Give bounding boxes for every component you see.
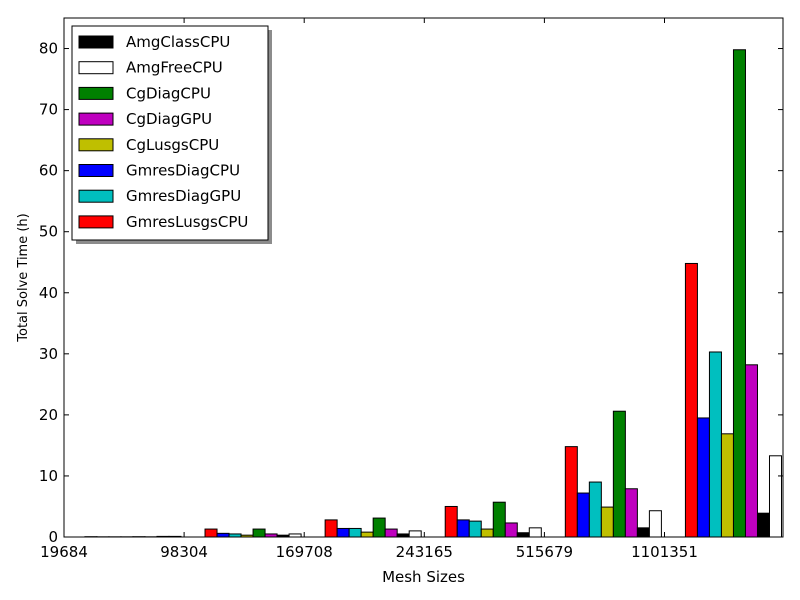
bar-GmresLusgsCPU-243165	[444, 505, 458, 538]
bar-CgDiagCPU-243165	[492, 501, 506, 538]
bar-GmresDiagGPU-243165	[468, 520, 482, 538]
legend: AmgClassCPU AmgFreeCPU CgDiagCPU CgDiagGPU C…	[71, 25, 272, 244]
y-tick-label: 40	[39, 284, 58, 302]
bar-GmresDiagCPU-515679	[576, 492, 590, 538]
y-tick-label: 10	[39, 467, 58, 485]
bar-GmresDiagGPU-515679	[588, 481, 602, 538]
y-tick-label: 70	[39, 101, 58, 119]
x-tick-label: 19684	[40, 543, 88, 561]
bar-GmresLusgsCPU-1101351	[684, 262, 698, 538]
bar-AmgFreeCPU-169708	[408, 530, 422, 538]
y-tick-label: 60	[39, 162, 58, 180]
bar-CgDiagCPU-98304	[252, 528, 266, 538]
y-tick-label: 50	[39, 223, 58, 241]
legend-swatch-AmgClassCPU	[78, 35, 114, 49]
legend-swatch-AmgFreeCPU	[78, 61, 114, 75]
bar-AmgClassCPU-1101351	[756, 512, 770, 538]
legend-label-CgLusgsCPU: CgLusgsCPU	[126, 136, 219, 154]
bar-GmresDiagCPU-169708	[336, 527, 350, 538]
legend-label-GmresLusgsCPU: GmresLusgsCPU	[126, 213, 248, 231]
legend-label-CgDiagCPU: CgDiagCPU	[126, 84, 211, 102]
x-tick-label: 169708	[276, 543, 333, 561]
bar-CgDiagGPU-1101351	[744, 364, 758, 538]
bar-CgDiagCPU-169708	[372, 517, 386, 538]
y-tick-label: 30	[39, 345, 58, 363]
legend-label-GmresDiagGPU: GmresDiagGPU	[126, 187, 241, 205]
x-tick-label: 1101351	[631, 543, 698, 561]
bar-AmgClassCPU-515679	[636, 527, 650, 538]
bar-CgDiagGPU-515679	[624, 488, 638, 538]
bar-GmresLusgsCPU-515679	[564, 446, 578, 538]
legend-label-AmgFreeCPU: AmgFreeCPU	[126, 59, 223, 77]
bar-CgDiagCPU-1101351	[732, 49, 746, 538]
bar-GmresDiagCPU-243165	[456, 519, 470, 538]
bar-AmgFreeCPU-515679	[648, 510, 662, 538]
y-tick-label: 0	[48, 528, 58, 546]
x-axis-title: Mesh Sizes	[382, 568, 465, 586]
bar-GmresDiagGPU-169708	[348, 527, 362, 538]
y-tick-label: 80	[39, 40, 58, 58]
y-tick-label: 20	[39, 406, 58, 424]
legend-label-GmresDiagCPU: GmresDiagCPU	[126, 162, 240, 180]
legend-label-CgDiagGPU: CgDiagGPU	[126, 110, 212, 128]
bar-GmresLusgsCPU-169708	[324, 519, 338, 538]
y-axis-title: Total Solve Time (h)	[16, 213, 31, 342]
bar-GmresLusgsCPU-98304	[204, 528, 218, 538]
legend-label-AmgClassCPU: AmgClassCPU	[126, 33, 230, 51]
bar-CgDiagCPU-515679	[612, 410, 626, 538]
bar-AmgFreeCPU-1101351	[768, 455, 782, 538]
bar-CgDiagGPU-243165	[504, 522, 518, 538]
bar-CgLusgsCPU-243165	[480, 528, 494, 538]
y-axis-ticks: 0 10 20 30 40 50 60 70 80	[39, 40, 783, 546]
legend-swatch-GmresDiagGPU	[78, 189, 114, 203]
x-tick-label: 243165	[396, 543, 453, 561]
x-tick-label: 515679	[516, 543, 573, 561]
legend-swatch-GmresDiagCPU	[78, 164, 114, 177]
bar-GmresDiagCPU-1101351	[696, 417, 710, 538]
legend-swatch-CgLusgsCPU	[78, 138, 114, 152]
bar-GmresDiagCPU-98304	[216, 532, 230, 538]
x-axis-ticks: 19684 98304 169708 243165 515679 1101351	[40, 18, 698, 561]
legend-swatch-CgDiagCPU	[78, 86, 114, 100]
x-tick-label: 98304	[160, 543, 208, 561]
bar-CgLusgsCPU-169708	[360, 531, 374, 538]
bar-CgLusgsCPU-515679	[600, 506, 614, 538]
bar-CgDiagGPU-169708	[384, 528, 398, 538]
bar-CgLusgsCPU-1101351	[720, 433, 734, 538]
legend-swatch-CgDiagGPU	[78, 112, 114, 126]
bar-AmgFreeCPU-243165	[528, 527, 542, 538]
legend-swatch-GmresLusgsCPU	[78, 215, 114, 229]
bar-AmgClassCPU-243165	[516, 532, 530, 538]
bar-GmresDiagGPU-1101351	[708, 351, 722, 538]
plot-frame	[63, 17, 784, 538]
